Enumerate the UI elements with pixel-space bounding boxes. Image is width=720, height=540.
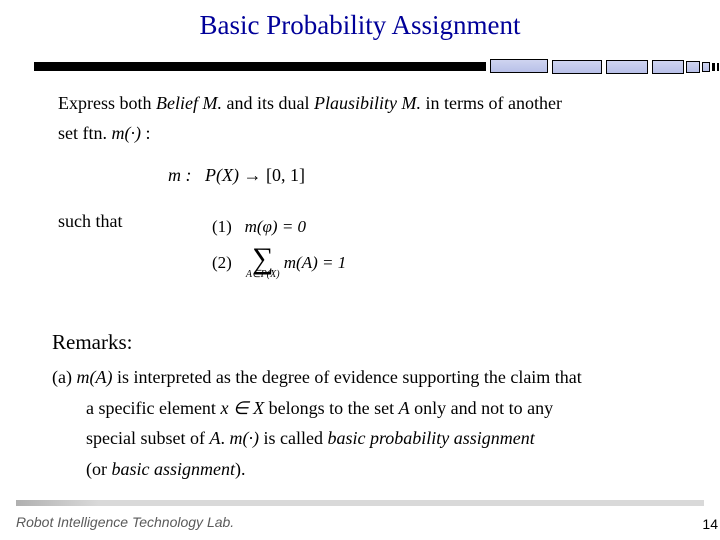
mapping-domain: P(X) bbox=[205, 165, 239, 185]
remark-a-bpa: basic probability assignment bbox=[327, 428, 534, 448]
cond2-sum-subscript: A∈P(X) bbox=[246, 270, 280, 280]
decor-box-3 bbox=[606, 60, 648, 74]
intro-line2-pre: set ftn. bbox=[58, 123, 112, 143]
intro-pre: Express both bbox=[58, 93, 156, 113]
decor-box-1 bbox=[490, 59, 548, 73]
mapping-expression: m : P(X) → [0, 1] bbox=[168, 162, 678, 190]
remark-a-t3b: is called bbox=[259, 428, 327, 448]
body-content: Express both Belief M. and its dual Plau… bbox=[58, 90, 678, 236]
decor-box-2 bbox=[552, 60, 602, 74]
such-that-label: such that bbox=[58, 208, 678, 236]
intro-plaus: Plausibility M. bbox=[314, 93, 421, 113]
intro-belief: Belief M. bbox=[156, 93, 222, 113]
mapping-m: m : bbox=[168, 165, 192, 185]
cond2-label: (2) bbox=[212, 250, 232, 276]
remark-a-t2b: belongs to the set bbox=[269, 398, 399, 418]
remark-a-mfn2: m(·) bbox=[229, 428, 259, 448]
page-number: 14 bbox=[702, 516, 718, 532]
mapping-arrow: → bbox=[239, 165, 266, 185]
mapping-range: [0, 1] bbox=[266, 165, 305, 185]
footer-divider bbox=[16, 500, 704, 506]
remark-a-label: (a) bbox=[52, 367, 76, 387]
decoration-bar bbox=[34, 55, 716, 77]
cond1-label: (1) bbox=[212, 217, 232, 236]
decor-box-7 bbox=[712, 63, 715, 71]
decor-thickbar bbox=[34, 62, 486, 71]
remarks-heading: Remarks: bbox=[52, 330, 132, 355]
remark-a-mA: m(A) bbox=[76, 367, 112, 387]
remark-a-t2a: a specific element bbox=[86, 398, 220, 418]
slide-title: Basic Probability Assignment bbox=[0, 10, 720, 41]
remark-a-t4b: ). bbox=[235, 459, 246, 479]
remark-a-xinX: x ∈ X bbox=[220, 398, 268, 418]
footer-lab-name: Robot Intelligence Technology Lab. bbox=[16, 514, 234, 530]
decor-box-4 bbox=[652, 60, 684, 74]
intro-post: in terms of another bbox=[421, 93, 562, 113]
remark-a-t1: is interpreted as the degree of evidence… bbox=[112, 367, 581, 387]
remark-a-A2: A bbox=[209, 428, 220, 448]
remark-a-t3a: special subset of bbox=[86, 428, 209, 448]
intro-mid: and its dual bbox=[222, 93, 314, 113]
cond1-body: m(φ) = 0 bbox=[245, 217, 306, 236]
remark-a: (a) m(A) is interpreted as the degree of… bbox=[52, 362, 682, 484]
remark-a-ba: basic assignment bbox=[112, 459, 236, 479]
intro-colon: : bbox=[141, 123, 151, 143]
remark-a-A: A bbox=[399, 398, 410, 418]
cond2-sigma: ∑ A∈P(X) bbox=[246, 246, 280, 280]
remark-a-t2c: only and not to any bbox=[410, 398, 553, 418]
conditions-block: (1) m(φ) = 0 (2) ∑ A∈P(X) m(A) = 1 bbox=[212, 214, 346, 280]
decor-box-8 bbox=[717, 63, 719, 71]
intro-mfn: m(·) bbox=[112, 123, 142, 143]
decor-box-5 bbox=[686, 61, 700, 73]
decor-box-6 bbox=[702, 62, 710, 72]
remark-a-t4a: (or bbox=[86, 459, 112, 479]
cond2-body: m(A) = 1 bbox=[284, 250, 346, 276]
